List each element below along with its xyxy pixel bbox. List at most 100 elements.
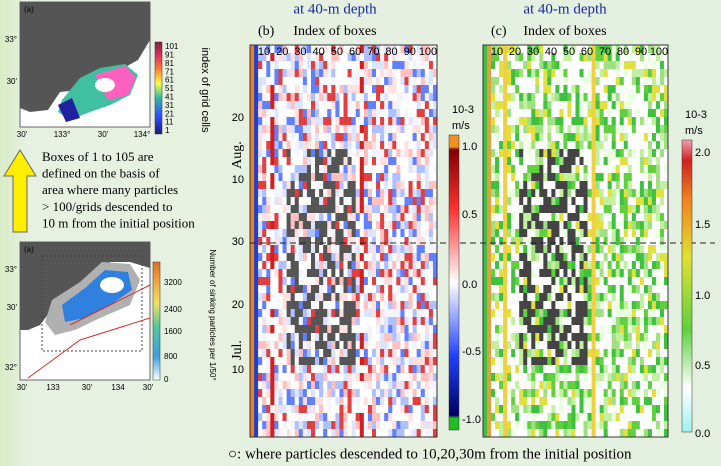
cell <box>319 357 323 365</box>
cell <box>331 261 335 269</box>
cell <box>551 69 555 77</box>
cell <box>543 293 547 301</box>
cell <box>274 157 278 165</box>
cell <box>311 133 315 141</box>
cell <box>254 333 258 341</box>
cell <box>543 349 547 357</box>
cell <box>364 341 368 349</box>
cell <box>307 61 311 69</box>
cell <box>527 77 531 85</box>
cell <box>278 109 282 117</box>
cell <box>503 61 507 69</box>
cell <box>491 61 495 69</box>
cell <box>384 109 388 117</box>
cell <box>429 397 433 405</box>
cell <box>372 365 376 373</box>
cell <box>335 333 339 341</box>
cell <box>543 341 547 349</box>
cell <box>396 133 400 141</box>
cell <box>547 245 551 253</box>
cell <box>380 325 384 333</box>
cell <box>287 413 291 421</box>
cell <box>660 261 664 269</box>
cell <box>523 157 527 165</box>
cell <box>360 77 364 85</box>
cell <box>368 317 372 325</box>
cell <box>368 197 372 205</box>
cell <box>648 109 652 117</box>
label: 30' <box>82 383 93 392</box>
cell <box>527 421 531 429</box>
cell <box>344 213 348 221</box>
cell <box>644 157 648 165</box>
cell <box>604 133 608 141</box>
cell <box>600 173 604 181</box>
cell <box>396 333 400 341</box>
cell <box>372 277 376 285</box>
cell <box>344 77 348 85</box>
cell <box>352 389 356 397</box>
cell <box>588 117 592 125</box>
cell <box>584 421 588 429</box>
cell <box>511 189 515 197</box>
cell <box>608 197 612 205</box>
cell <box>307 373 311 381</box>
cell <box>612 341 616 349</box>
cell <box>400 429 404 437</box>
cell <box>311 181 315 189</box>
cell <box>584 157 588 165</box>
cell <box>380 381 384 389</box>
cell <box>531 173 535 181</box>
cell <box>421 229 425 237</box>
cell <box>384 173 388 181</box>
cell <box>531 141 535 149</box>
cell <box>327 325 331 333</box>
cell <box>507 165 511 173</box>
cell <box>323 293 327 301</box>
cell <box>503 221 507 229</box>
cell <box>376 397 380 405</box>
cell <box>392 405 396 413</box>
cell <box>372 149 376 157</box>
cell <box>384 117 388 125</box>
cell <box>327 301 331 309</box>
cell <box>356 109 360 117</box>
cell <box>327 349 331 357</box>
cell <box>531 429 535 437</box>
cell <box>384 205 388 213</box>
cell <box>392 197 396 205</box>
cell <box>499 269 503 277</box>
cell <box>335 373 339 381</box>
cell <box>421 253 425 261</box>
cell <box>400 269 404 277</box>
cell <box>327 261 331 269</box>
cell <box>291 77 295 85</box>
cell <box>539 93 543 101</box>
cell <box>523 69 527 77</box>
cell <box>339 277 343 285</box>
cell <box>429 413 433 421</box>
cell <box>523 365 527 373</box>
cell <box>425 109 429 117</box>
cell <box>507 237 511 245</box>
cell <box>376 429 380 437</box>
cell <box>417 429 421 437</box>
cell <box>368 165 372 173</box>
cell <box>303 253 307 261</box>
cell <box>612 317 616 325</box>
cell <box>600 221 604 229</box>
cell <box>543 261 547 269</box>
cell <box>295 341 299 349</box>
cell <box>519 221 523 229</box>
cell <box>519 373 523 381</box>
cell <box>604 157 608 165</box>
cell <box>604 109 608 117</box>
cell <box>384 405 388 413</box>
cell <box>364 205 368 213</box>
cell <box>425 397 429 405</box>
cell <box>327 205 331 213</box>
cell <box>636 341 640 349</box>
cell <box>360 61 364 69</box>
cell <box>295 77 299 85</box>
cell <box>291 293 295 301</box>
